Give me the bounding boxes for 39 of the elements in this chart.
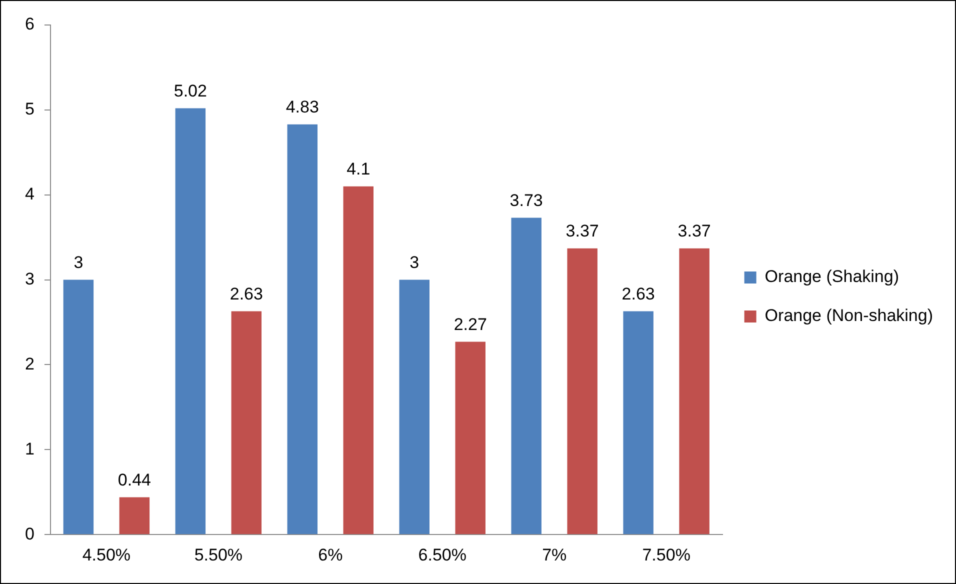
x-tick-label: 4.50% [82,545,131,564]
bar [175,108,206,534]
y-tick-label: 4 [24,184,34,204]
data-label: 3.37 [678,222,711,241]
data-label: 5.02 [174,81,207,100]
bar [511,218,542,534]
data-label: 2.63 [622,284,655,304]
x-tick-label: 5.50% [194,545,243,564]
y-tick-label: 3 [24,269,34,288]
y-tick-label: 6 [24,14,34,34]
x-tick-label: 7.50% [642,545,690,564]
bar [343,186,374,534]
bar [119,497,150,534]
data-label: 0.44 [118,470,151,490]
x-tick-label: 6.50% [418,545,466,564]
bar [231,311,262,534]
bar [63,280,94,534]
bar [287,124,318,534]
x-tick-label: 7% [542,545,567,564]
data-label: 3.37 [566,222,599,241]
legend-label: Orange (Shaking) [764,267,899,286]
data-label: 2.63 [230,284,263,304]
y-tick-label: 2 [24,354,34,374]
data-label: 4.83 [286,98,319,117]
y-tick-label: 5 [24,100,34,119]
bar [567,248,598,534]
legend-label: Orange (Non-shaking) [764,306,934,326]
bar [679,248,710,534]
bar [399,280,430,534]
data-label: 3.73 [510,190,543,210]
data-label: 3 [410,252,420,272]
data-label: 3 [74,252,84,272]
data-label: 4.1 [346,160,370,179]
data-label: 2.27 [454,314,487,334]
y-tick-label: 1 [24,439,34,458]
bar [623,311,654,534]
x-tick-label: 6% [318,545,343,564]
y-tick-label: 0 [24,524,34,544]
bar [455,342,486,534]
